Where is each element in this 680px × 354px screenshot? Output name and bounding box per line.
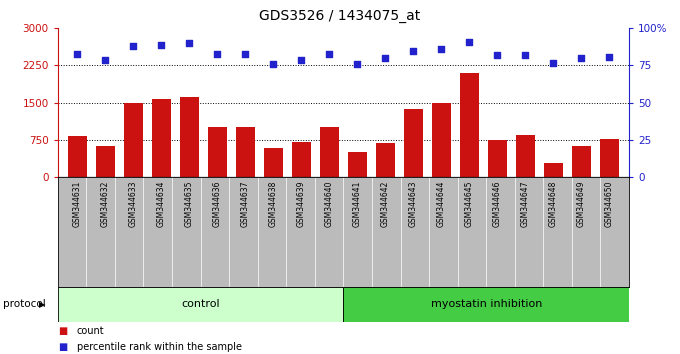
Point <box>184 40 195 46</box>
Point <box>156 42 167 47</box>
Text: GSM344638: GSM344638 <box>269 180 278 227</box>
Text: GSM344644: GSM344644 <box>437 180 446 227</box>
Point <box>268 61 279 67</box>
Point <box>604 54 615 59</box>
Text: ▶: ▶ <box>39 300 46 309</box>
Text: GSM344633: GSM344633 <box>129 180 138 227</box>
Text: GSM344645: GSM344645 <box>465 180 474 227</box>
Text: GSM344650: GSM344650 <box>605 180 614 227</box>
Text: GSM344634: GSM344634 <box>157 180 166 227</box>
Bar <box>376 143 394 177</box>
Bar <box>265 148 282 177</box>
Text: GSM344640: GSM344640 <box>325 180 334 227</box>
Bar <box>600 139 619 177</box>
Text: GSM344635: GSM344635 <box>185 180 194 227</box>
Point <box>240 51 251 56</box>
Text: GSM344646: GSM344646 <box>493 180 502 227</box>
Point <box>520 52 531 58</box>
Point <box>408 48 419 53</box>
Bar <box>320 127 339 177</box>
Bar <box>97 146 114 177</box>
Point <box>100 57 111 62</box>
Text: GSM344637: GSM344637 <box>241 180 250 227</box>
Point <box>212 51 223 56</box>
Text: GSM344648: GSM344648 <box>549 180 558 227</box>
Text: GSM344636: GSM344636 <box>213 180 222 227</box>
Bar <box>573 146 590 177</box>
Text: GSM344632: GSM344632 <box>101 180 110 227</box>
Bar <box>405 109 422 177</box>
Text: ■: ■ <box>58 342 67 352</box>
Text: myostatin inhibition: myostatin inhibition <box>430 299 542 309</box>
Point <box>576 55 587 61</box>
Bar <box>124 103 143 177</box>
Bar <box>432 103 451 177</box>
Text: control: control <box>182 299 220 309</box>
Bar <box>208 127 226 177</box>
Text: ■: ■ <box>58 326 67 336</box>
Bar <box>237 127 254 177</box>
Text: GSM344639: GSM344639 <box>297 180 306 227</box>
Bar <box>292 142 311 177</box>
Point <box>380 55 391 61</box>
Bar <box>180 97 199 177</box>
Text: GSM344647: GSM344647 <box>521 180 530 227</box>
Point <box>492 52 503 58</box>
Text: count: count <box>77 326 105 336</box>
Point <box>128 43 139 49</box>
Text: GSM344631: GSM344631 <box>73 180 82 227</box>
Text: GSM344649: GSM344649 <box>577 180 586 227</box>
Bar <box>544 163 562 177</box>
Point <box>324 51 335 56</box>
Text: protocol: protocol <box>3 299 46 309</box>
Bar <box>343 287 629 322</box>
Bar <box>488 140 507 177</box>
Text: GDS3526 / 1434075_at: GDS3526 / 1434075_at <box>259 9 421 23</box>
Point <box>296 57 307 62</box>
Point <box>436 46 447 52</box>
Point <box>548 60 559 65</box>
Point <box>464 39 475 45</box>
Bar <box>348 152 367 177</box>
Text: GSM344642: GSM344642 <box>381 180 390 227</box>
Text: percentile rank within the sample: percentile rank within the sample <box>77 342 242 352</box>
Point <box>352 61 363 67</box>
Bar <box>152 99 171 177</box>
Point <box>72 51 83 56</box>
Bar <box>516 135 534 177</box>
Bar <box>68 136 86 177</box>
Text: GSM344643: GSM344643 <box>409 180 418 227</box>
Text: GSM344641: GSM344641 <box>353 180 362 227</box>
Bar <box>460 73 479 177</box>
Bar <box>58 287 343 322</box>
